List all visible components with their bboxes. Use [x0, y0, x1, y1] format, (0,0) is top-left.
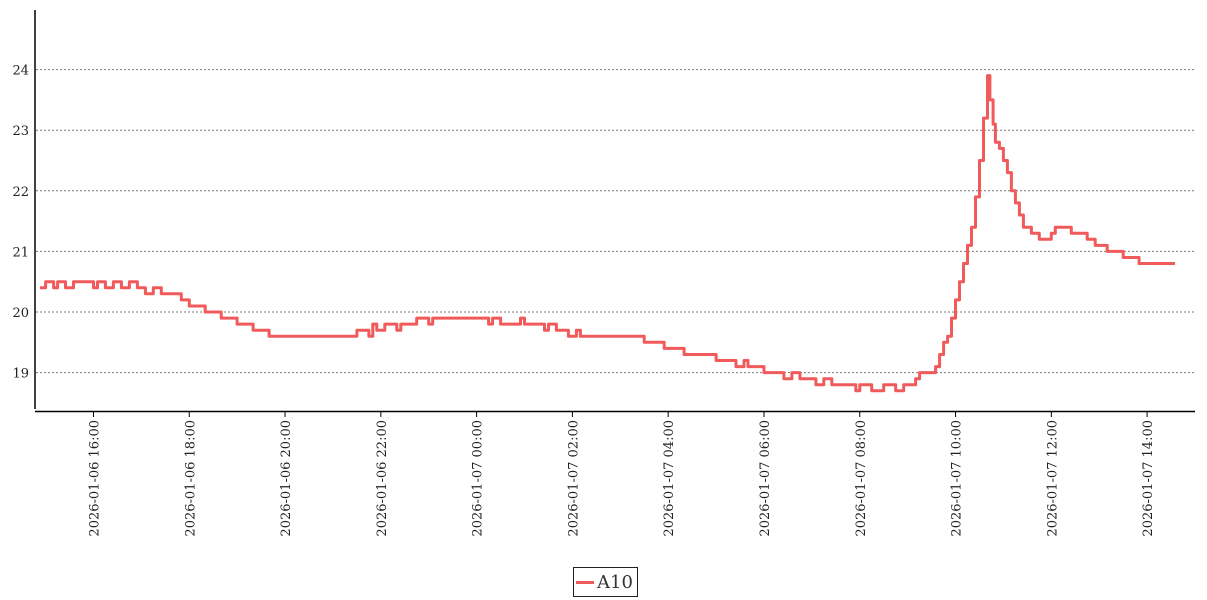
- y-axis-ticks: 19 20 21 22 23 24: [12, 64, 29, 382]
- x-tick-label: 2026-01-06 18:00: [183, 420, 198, 537]
- grid-lines: [36, 69, 1195, 374]
- x-tick-label: 2026-01-06 16:00: [87, 420, 102, 537]
- x-tick-label: 2026-01-07 02:00: [566, 420, 581, 537]
- y-tick-label: 20: [12, 306, 29, 321]
- x-tick-label: 2026-01-06 20:00: [279, 420, 294, 537]
- x-tick-label: 2026-01-07 06:00: [758, 420, 773, 537]
- x-tick-label: 2026-01-07 08:00: [854, 420, 869, 537]
- series-line-A10: [40, 74, 1175, 393]
- series-layer: [40, 74, 1175, 393]
- x-tick-label: 2026-01-07 14:00: [1141, 420, 1156, 537]
- y-tick-label: 19: [12, 367, 29, 382]
- legend-label: A10: [597, 571, 633, 593]
- x-tick-label: 2026-01-07 00:00: [471, 420, 486, 537]
- y-tick-label: 21: [12, 245, 29, 260]
- y-tick-label: 24: [12, 64, 29, 79]
- x-tick-label: 2026-01-07 10:00: [950, 420, 965, 537]
- y-tick-label: 23: [12, 124, 29, 139]
- legend-swatch: [576, 580, 594, 584]
- x-tick-label: 2026-01-07 12:00: [1045, 420, 1060, 537]
- x-tick-label: 2026-01-06 22:00: [375, 420, 390, 537]
- x-tick-label: 2026-01-07 04:00: [662, 420, 677, 537]
- legend: A10: [573, 567, 638, 597]
- y-tick-label: 22: [12, 185, 29, 200]
- x-axis-ticks: 2026-01-06 16:00 2026-01-06 18:00 2026-01-…: [87, 411, 1156, 537]
